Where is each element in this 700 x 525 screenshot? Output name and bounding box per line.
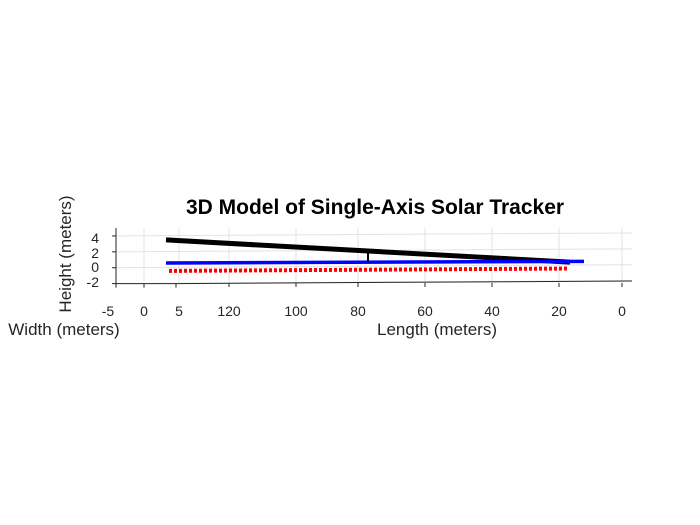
x-tick-label: 5 — [175, 303, 183, 319]
y-tick-label: 0 — [618, 303, 626, 319]
y-tick-label: 100 — [284, 303, 308, 319]
z-tick-labels: 4 2 0 -2 — [87, 230, 100, 290]
chart-title: 3D Model of Single-Axis Solar Tracker — [186, 196, 564, 219]
z-tick-label: -2 — [87, 274, 100, 290]
series-line — [165, 259, 585, 265]
z-tick-label: 0 — [91, 259, 99, 275]
y-tick-label: 80 — [350, 303, 366, 319]
x-tick-labels: -5 0 5 — [102, 303, 183, 319]
x-tick-label: -5 — [102, 303, 115, 319]
grid-line — [115, 232, 633, 237]
z-tick-label: 2 — [91, 245, 99, 261]
y-axis-label: Length (meters) — [377, 320, 497, 339]
grid — [115, 228, 633, 285]
x-tick-label: 0 — [140, 303, 148, 319]
z-tick-label: 4 — [91, 230, 99, 246]
y-tick-labels: 120 100 80 60 40 20 0 — [217, 303, 626, 319]
y-tick-label: 120 — [217, 303, 241, 319]
y-tick-label: 40 — [484, 303, 500, 319]
y-tick-label: 20 — [551, 303, 567, 319]
grid-line — [115, 264, 633, 269]
y-axis-line — [175, 280, 633, 285]
z-axis-label: Height (meters) — [56, 195, 75, 312]
axes — [112, 228, 633, 288]
series — [165, 237, 585, 273]
x-axis-label: Width (meters) — [8, 320, 119, 339]
series-line — [168, 266, 570, 273]
y-tick-label: 60 — [417, 303, 433, 319]
